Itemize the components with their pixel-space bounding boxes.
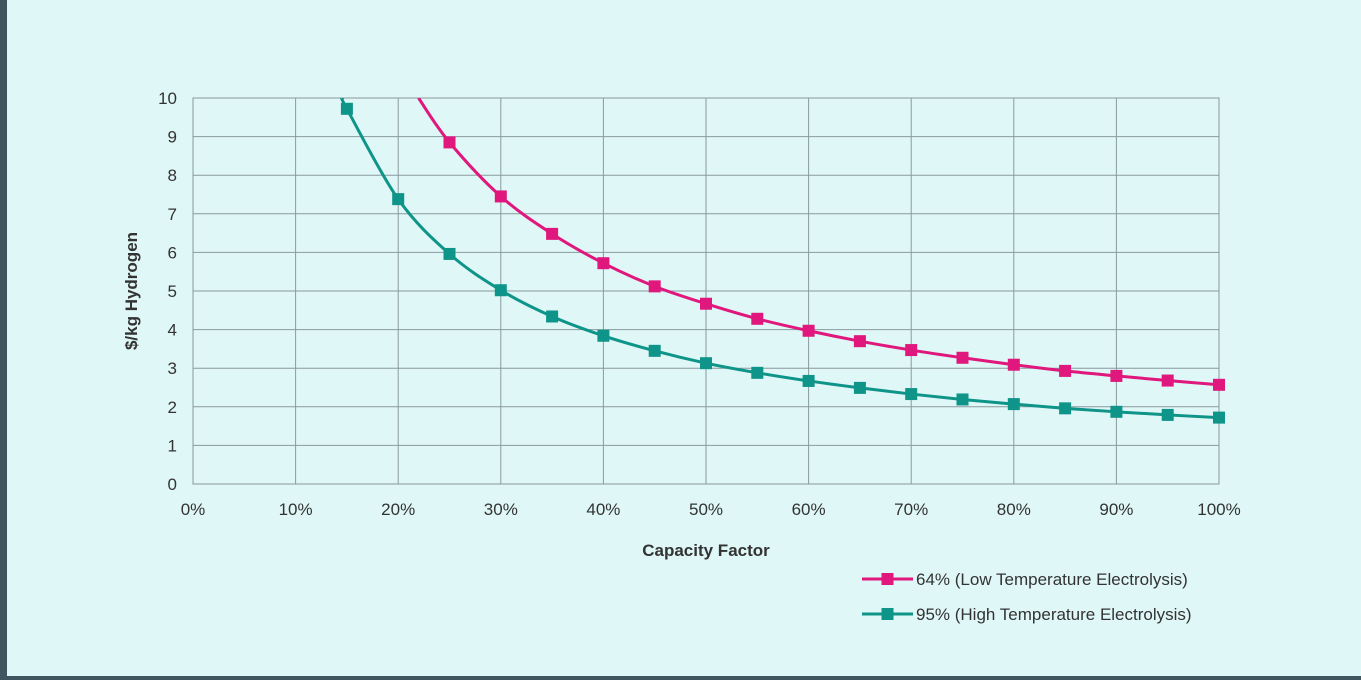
y-tick-label: 2 xyxy=(168,398,177,417)
data-point xyxy=(1213,411,1225,424)
y-tick-label: 4 xyxy=(168,321,177,340)
data-point xyxy=(700,297,712,310)
data-point xyxy=(494,284,507,297)
data-point xyxy=(1161,374,1174,387)
data-point xyxy=(443,136,456,149)
series-line xyxy=(417,98,1219,387)
data-point xyxy=(392,193,405,206)
data-point xyxy=(1110,369,1123,382)
data-point xyxy=(494,190,507,203)
x-tick-label: 0% xyxy=(181,500,206,519)
data-point xyxy=(648,280,661,293)
data-point xyxy=(597,257,610,270)
x-tick-label: 80% xyxy=(997,500,1031,519)
data-point xyxy=(751,366,764,379)
data-point xyxy=(853,381,866,394)
x-tick-label: 100% xyxy=(1197,500,1240,519)
series-line xyxy=(339,98,1219,420)
y-tick-label: 0 xyxy=(168,475,177,494)
data-point xyxy=(853,335,866,348)
legend-label: 64% (Low Temperature Electrolysis) xyxy=(916,570,1188,589)
data-point xyxy=(546,310,559,323)
y-tick-label: 3 xyxy=(168,359,177,378)
y-axis-title: $/kg Hydrogen xyxy=(122,232,141,350)
data-point xyxy=(443,247,456,260)
y-tick-label: 10 xyxy=(158,89,177,108)
x-tick-label: 50% xyxy=(689,500,723,519)
data-point xyxy=(905,388,918,401)
legend-item: 64% (Low Temperature Electrolysis) xyxy=(862,570,1188,589)
data-point xyxy=(1110,405,1123,418)
gridlines xyxy=(192,97,1220,485)
data-point xyxy=(956,393,969,406)
legend-item: 95% (High Temperature Electrolysis) xyxy=(862,605,1192,624)
data-series xyxy=(339,98,1225,424)
data-point xyxy=(802,374,815,387)
data-point xyxy=(546,227,559,240)
y-tick-label: 8 xyxy=(168,166,177,185)
data-point xyxy=(597,329,610,342)
x-tick-label: 30% xyxy=(484,500,518,519)
data-point xyxy=(1059,402,1072,415)
data-point xyxy=(1213,378,1225,391)
data-point xyxy=(1007,358,1020,371)
x-tick-label: 70% xyxy=(894,500,928,519)
x-tick-label: 60% xyxy=(792,500,826,519)
y-tick-label: 5 xyxy=(168,282,177,301)
x-tick-labels: 0% 10% 20% 30% 40% 50% 60% 70% 80% 90% 100% xyxy=(181,500,1241,519)
y-tick-labels: 0 1 2 3 4 5 6 7 8 9 10 xyxy=(158,89,177,494)
x-tick-label: 90% xyxy=(1099,500,1133,519)
y-tick-label: 1 xyxy=(168,436,177,455)
data-point xyxy=(1007,398,1020,411)
data-point xyxy=(905,344,918,357)
legend-marker xyxy=(881,573,894,585)
legend: 64% (Low Temperature Electrolysis) 95% (H… xyxy=(862,570,1192,624)
y-tick-label: 7 xyxy=(168,205,177,224)
legend-marker xyxy=(881,608,894,620)
data-point xyxy=(956,351,969,364)
series-2 xyxy=(339,98,1225,424)
x-tick-label: 10% xyxy=(279,500,313,519)
data-point xyxy=(648,344,661,357)
x-tick-label: 40% xyxy=(586,500,620,519)
x-axis-title: Capacity Factor xyxy=(642,541,770,560)
series-1 xyxy=(417,98,1225,391)
data-point xyxy=(340,102,353,115)
data-point xyxy=(1161,408,1174,421)
y-tick-label: 6 xyxy=(168,243,177,262)
x-tick-label: 20% xyxy=(381,500,415,519)
data-point xyxy=(802,324,815,337)
data-point xyxy=(700,357,712,370)
data-point xyxy=(1059,364,1072,377)
data-point xyxy=(751,312,764,325)
y-tick-label: 9 xyxy=(168,128,177,147)
legend-label: 95% (High Temperature Electrolysis) xyxy=(916,605,1192,624)
